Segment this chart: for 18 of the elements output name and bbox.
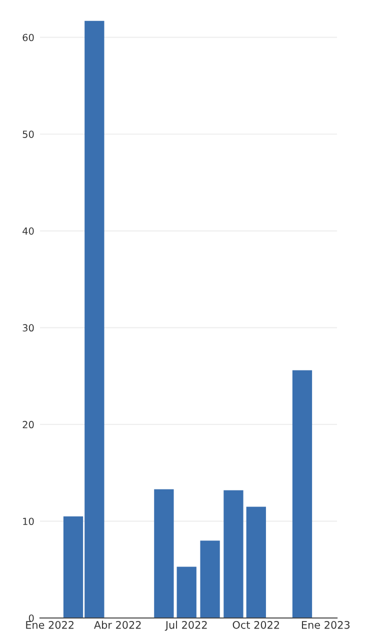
y-tick-label: 50: [22, 130, 34, 138]
x-tick-label: Ene 2023: [302, 620, 350, 629]
bar: [154, 489, 174, 618]
x-tick-label: Jul 2022: [164, 620, 207, 631]
bar: [292, 370, 312, 618]
y-tick-label: 0: [28, 614, 34, 622]
y-tick-label: 40: [22, 227, 34, 235]
x-tick-label: Ene 2022: [26, 620, 74, 629]
bar: [246, 506, 266, 618]
x-tick-label: Abr 2022: [94, 620, 141, 629]
y-tick-label: 60: [22, 34, 34, 42]
y-tick-label: 20: [22, 420, 34, 428]
y-tick-label: 10: [23, 518, 34, 526]
x-tick-label: Oct 2022: [232, 620, 280, 629]
bar: [176, 566, 196, 618]
bar: [224, 490, 244, 618]
y-tick-label: 30: [22, 324, 34, 332]
bar: [200, 540, 220, 618]
